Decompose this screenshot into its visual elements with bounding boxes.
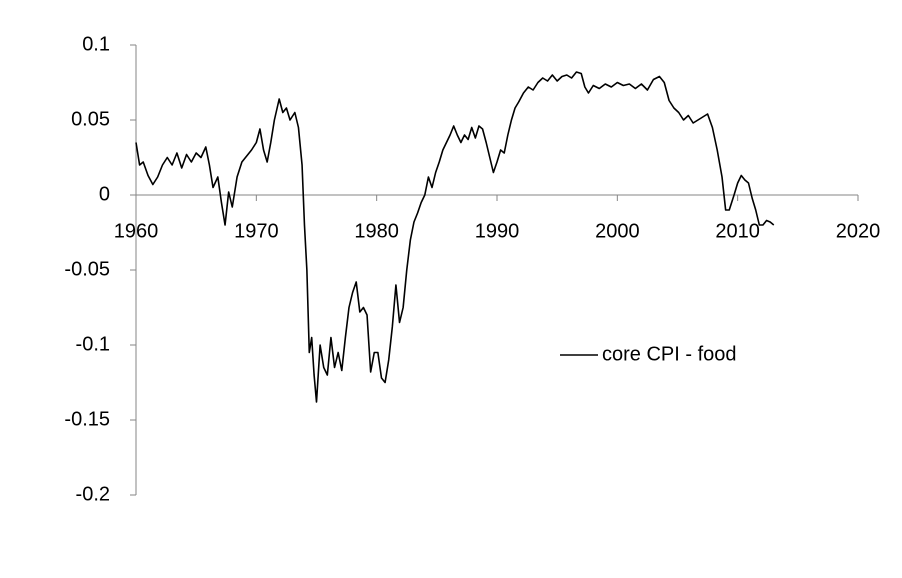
x-tick-label: 1980: [354, 220, 399, 242]
data-line: [135, 71, 775, 403]
y-tick-label: 0.05: [71, 108, 110, 130]
y-tick-label: -0.2: [76, 483, 110, 505]
x-tick-label: 2020: [836, 220, 881, 242]
x-tick-label: 1970: [234, 220, 279, 242]
y-tick-label: -0.05: [64, 258, 110, 280]
legend-label: core CPI - food: [602, 343, 737, 365]
y-tick-label: -0.1: [76, 333, 110, 355]
x-tick-label: 2010: [715, 220, 760, 242]
y-tick-label: 0.1: [82, 33, 110, 55]
y-tick-label: 0: [99, 183, 110, 205]
x-tick-label: 1990: [475, 220, 520, 242]
x-tick-label: 2000: [595, 220, 640, 242]
y-tick-label: -0.15: [64, 408, 110, 430]
x-tick-label: 1960: [114, 220, 159, 242]
